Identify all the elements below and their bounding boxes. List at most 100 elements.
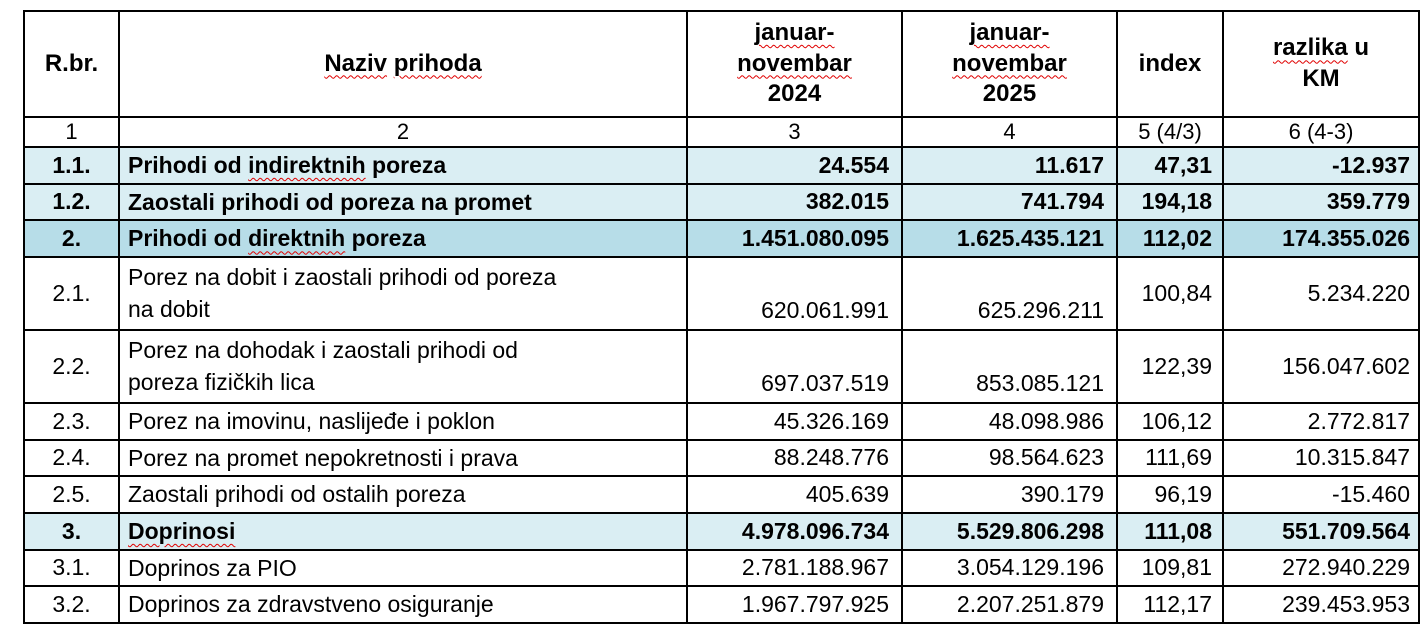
text-token: Zaostali prihodi od ostalih poreza [128,481,466,508]
cell-naziv: Prihodi od direktnih poreza [118,219,688,258]
document-page: R.br. Naziv prihoda januar-novembar 2024 jan… [23,10,1420,624]
col-header-naziv: Naziv prihoda [118,10,688,118]
cell-rbr: 1.1. [23,146,120,185]
cell-y2024: 697.037.519 [686,328,903,404]
cell-y2025: 5.529.806.298 [901,511,1118,551]
table-row: 2.5. Zaostali prihodi od ostalih poreza 40… [23,475,1420,514]
cell-y2024: 405.639 [686,475,903,514]
misspelled-word: januar- [969,18,1050,46]
misspelled-word: prihoda [393,49,482,77]
text-line: 2024 [689,79,900,110]
cell-razlika: 10.315.847 [1222,438,1420,478]
text-line: na dobit [128,293,680,326]
table-row: 1.1. Prihodi od indirektnih poreza 24.554 1… [23,146,1420,185]
column-number-y2025: 4 [901,116,1118,148]
cell-naziv: Porez na dohodak i zaostali prihodi od po… [118,328,688,404]
misspelled-word: Naziv [324,49,388,77]
table-row: 2.1. Porez na dobit i zaostali prihodi od… [23,255,1420,331]
text-token: Prihodi od [128,225,249,252]
header-row: R.br. Naziv prihoda januar-novembar 2024 jan… [23,10,1420,118]
text-token: 2025 [982,80,1037,108]
cell-index: 112,17 [1116,585,1224,624]
text-line: Porez na promet nepokretnosti i prava [128,442,680,475]
cell-y2025: 48.098.986 [901,401,1118,441]
text-token: poreza fizičkih lica [128,369,315,396]
cell-y2025: 741.794 [901,182,1118,222]
cell-razlika: 239.453.953 [1222,585,1420,624]
cell-y2025: 3.054.129.196 [901,548,1118,588]
text-line: Zaostali prihodi od poreza na promet [128,186,680,219]
col-header-y2024: januar-novembar 2024 [686,10,903,118]
cell-y2024: 1.967.797.925 [686,585,903,624]
cell-rbr: 3.2. [23,585,120,624]
text-line: razlika u [1225,33,1417,64]
cell-index: 96,19 [1116,475,1224,514]
text-token: Doprinos za zdravstveno osiguranje [128,591,494,618]
cell-y2025: 2.207.251.879 [901,585,1118,624]
misspelled-word: razlika [1272,34,1348,62]
text-line: 2025 [904,79,1115,110]
cell-index: 47,31 [1116,146,1224,185]
cell-razlika: -15.460 [1222,475,1420,514]
table-body: 1.1. Prihodi od indirektnih poreza 24.554 1… [23,146,1420,624]
cell-index: 100,84 [1116,255,1224,331]
cell-y2024: 88.248.776 [686,438,903,478]
text-token: poreza [365,152,447,178]
text-line: novembar [904,49,1115,80]
cell-razlika: -12.937 [1222,146,1420,185]
cell-y2025: 625.296.211 [901,255,1118,331]
cell-index: 106,12 [1116,401,1224,441]
misspelled-word: januar- [754,18,835,46]
misspelled-word: novembar [952,49,1067,77]
cell-index: 111,08 [1116,511,1224,551]
cell-rbr: 2.3. [23,401,120,441]
cell-y2024: 45.326.169 [686,401,903,441]
cell-rbr: 2.1. [23,255,120,331]
cell-razlika: 272.940.229 [1222,548,1420,588]
text-line: Prihodi od indirektnih poreza [128,149,680,182]
col-header-index: index [1116,10,1224,118]
text-line: KM [1225,64,1417,95]
cell-razlika: 2.772.817 [1222,401,1420,441]
text-line: Doprinosi [128,515,680,548]
cell-rbr: 2. [23,219,120,258]
cell-y2025: 98.564.623 [901,438,1118,478]
table-row: 3. Doprinosi 4.978.096.734 5.529.806.298 111… [23,511,1420,551]
misspelled-word: novembar [737,49,852,77]
text-token: Porez na imovinu, naslijeđe i poklon [128,407,495,434]
column-number-index: 5 (4/3) [1116,116,1224,148]
column-number-rbr: 1 [23,116,120,148]
text-line: januar- [689,18,900,49]
text-token: Prihodi od [128,152,249,178]
cell-rbr: 3. [23,511,120,551]
cell-index: 109,81 [1116,548,1224,588]
cell-razlika: 5.234.220 [1222,255,1420,331]
text-line: novembar [689,49,900,80]
text-line: Naziv prihoda [121,49,685,80]
cell-y2024: 1.451.080.095 [686,219,903,258]
text-token: poreza [345,225,426,252]
misspelled-word: indirektnih [248,152,366,178]
cell-razlika: 359.779 [1222,182,1420,222]
cell-naziv: Zaostali prihodi od ostalih poreza [118,475,688,514]
table-row: 2.3. Porez na imovinu, naslijeđe i poklon… [23,401,1420,441]
text-line: poreza fizičkih lica [128,366,680,399]
text-token: Porez na dohodak i zaostali prihodi od [128,336,518,363]
text-line: Porez na dobit i zaostali prihodi od por… [128,261,680,294]
column-number-y2024: 3 [686,116,903,148]
cell-rbr: 1.2. [23,182,120,222]
table-row: 3.1. Doprinos za PIO 2.781.188.967 3.054.12… [23,548,1420,588]
cell-y2025: 390.179 [901,475,1118,514]
cell-rbr: 3.1. [23,548,120,588]
col-header-y2025: januar-novembar 2025 [901,10,1118,118]
text-token: na dobit [128,296,210,323]
text-token: KM [1302,65,1340,92]
text-line: Zaostali prihodi od ostalih poreza [128,478,680,511]
cell-y2024: 4.978.096.734 [686,511,903,551]
cell-y2024: 2.781.188.967 [686,548,903,588]
text-token: Porez na promet nepokretnosti i prava [128,444,518,471]
cell-naziv: Zaostali prihodi od poreza na promet [118,182,688,222]
cell-index: 111,69 [1116,438,1224,478]
table-row: 2. Prihodi od direktnih poreza 1.451.080.0… [23,219,1420,258]
